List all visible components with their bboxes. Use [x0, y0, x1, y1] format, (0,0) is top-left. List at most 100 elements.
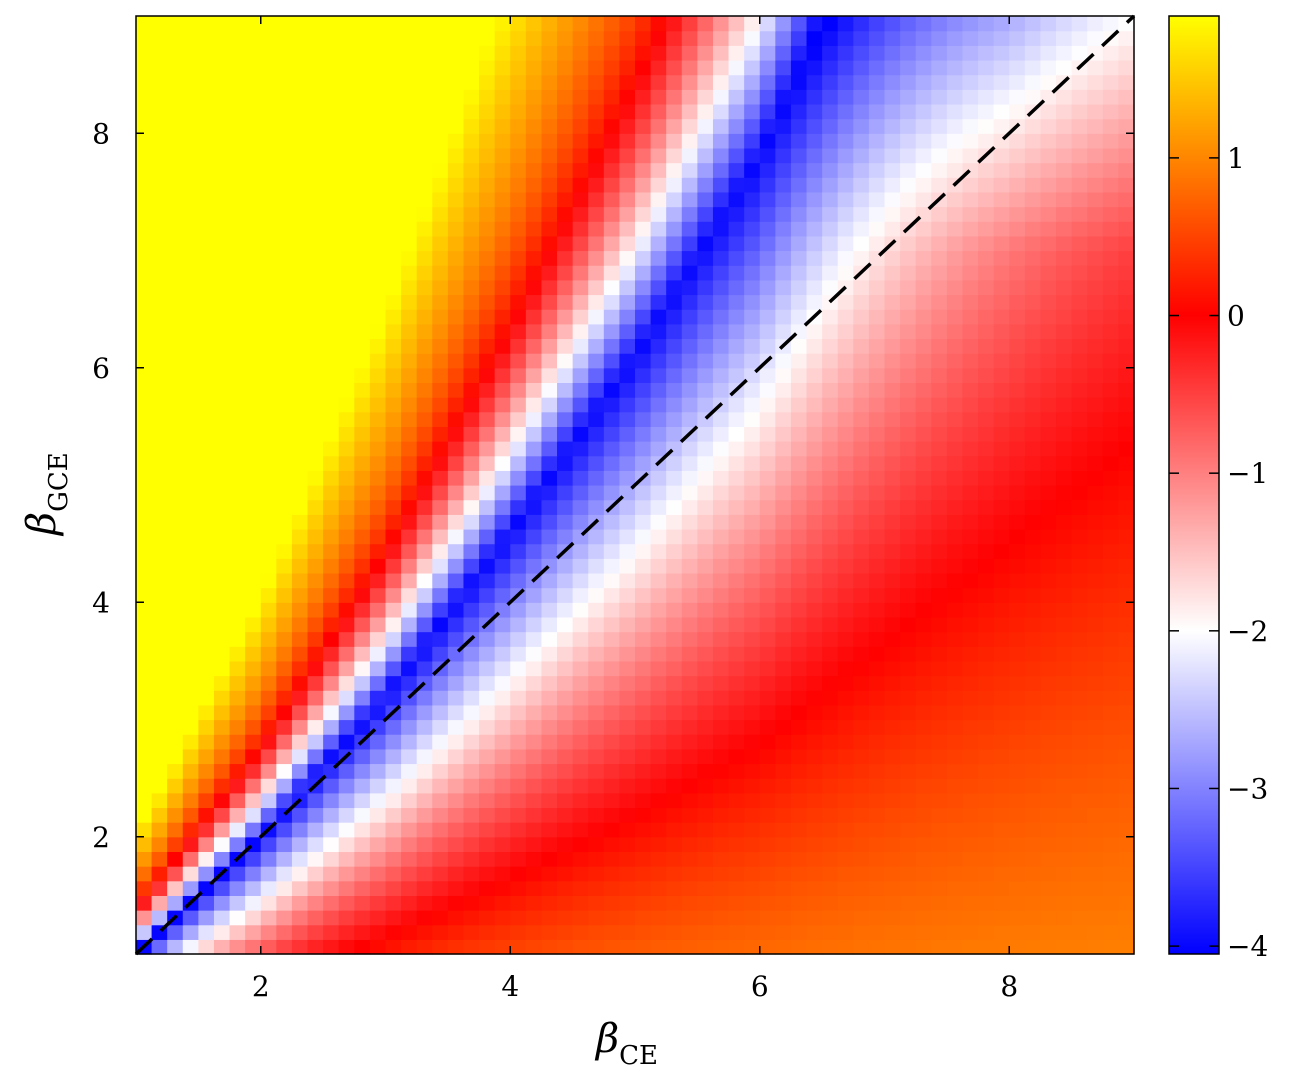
heatmap-cell	[525, 660, 543, 677]
heatmap-cell	[479, 30, 496, 46]
heatmap-cell	[182, 147, 199, 164]
heatmap-cell	[1102, 792, 1119, 809]
heatmap-cell	[1118, 895, 1135, 911]
heatmap-cell	[603, 382, 620, 398]
heatmap-cell	[588, 851, 605, 867]
heatmap-cell	[744, 177, 761, 193]
heatmap-cell	[182, 836, 199, 853]
heatmap-cell	[1009, 514, 1026, 530]
heatmap-cell	[884, 59, 901, 76]
heatmap-cell	[603, 763, 620, 779]
heatmap-cell	[1118, 411, 1135, 427]
heatmap-cell	[697, 485, 714, 501]
heatmap-cell	[697, 690, 714, 706]
heatmap-cell	[447, 74, 465, 90]
heatmap-cell	[853, 162, 870, 178]
heatmap-cell	[198, 587, 215, 603]
heatmap-cell	[915, 690, 932, 706]
heatmap-cell	[1118, 704, 1135, 721]
heatmap-cell	[260, 470, 277, 486]
heatmap-cell	[260, 807, 277, 823]
heatmap-cell	[635, 558, 652, 574]
heatmap-cell	[447, 397, 465, 413]
heatmap-cell	[557, 616, 574, 633]
heatmap-cell	[931, 587, 948, 603]
heatmap-cell	[712, 558, 730, 574]
heatmap-cell	[1118, 59, 1135, 76]
heatmap-cell	[416, 338, 433, 354]
heatmap-cell	[338, 265, 355, 281]
heatmap-cell	[853, 59, 870, 76]
heatmap-cell	[1040, 426, 1057, 442]
heatmap-cell	[385, 675, 402, 691]
heatmap-cell	[946, 45, 964, 61]
heatmap-cell	[666, 426, 683, 442]
heatmap-cell	[946, 880, 964, 896]
heatmap-cell	[900, 836, 917, 853]
heatmap-cell	[245, 265, 262, 281]
heatmap-cell	[447, 147, 465, 164]
heatmap-cell	[915, 235, 932, 252]
heatmap-cell	[681, 792, 698, 809]
heatmap-cell	[198, 323, 215, 340]
heatmap-cell	[198, 485, 215, 501]
heatmap-cell	[728, 528, 745, 545]
heatmap-cell	[650, 836, 667, 853]
heatmap-cell	[666, 895, 683, 911]
heatmap-cell	[806, 631, 823, 647]
heatmap-cell	[603, 939, 620, 955]
heatmap-cell	[369, 397, 387, 413]
heatmap-cell	[744, 382, 761, 398]
heatmap-cell	[697, 587, 714, 603]
heatmap-cell	[712, 485, 730, 501]
heatmap-cell	[759, 499, 776, 515]
heatmap-cell	[1056, 191, 1073, 208]
heatmap-cell	[291, 734, 309, 750]
heatmap-cell	[385, 16, 402, 32]
heatmap-cell	[1056, 338, 1073, 354]
heatmap-cell	[603, 587, 620, 603]
heatmap-cell	[962, 411, 979, 427]
heatmap-cell	[744, 45, 761, 61]
heatmap-cell	[931, 147, 948, 164]
heatmap-cell	[151, 353, 168, 369]
heatmap-cell	[354, 719, 371, 735]
heatmap-cell	[697, 397, 714, 413]
heatmap-cell	[868, 367, 886, 384]
heatmap-cell	[962, 572, 979, 589]
heatmap-cell	[463, 338, 480, 354]
heatmap-cell	[198, 470, 215, 486]
heatmap-cell	[1056, 265, 1073, 281]
heatmap-cell	[837, 221, 854, 237]
heatmap-cell	[323, 631, 340, 647]
heatmap-cell	[697, 59, 714, 76]
heatmap-cell	[276, 499, 293, 515]
heatmap-cell	[978, 382, 995, 398]
heatmap-cell	[1009, 792, 1026, 809]
heatmap-cell	[229, 616, 246, 633]
heatmap-cell	[868, 206, 886, 222]
heatmap-cell	[479, 16, 496, 32]
heatmap-cell	[245, 748, 262, 765]
heatmap-cell	[182, 367, 199, 384]
heatmap-cell	[136, 528, 153, 545]
heatmap-cell	[494, 836, 511, 853]
heatmap-cell	[946, 353, 964, 369]
heatmap-cell	[650, 660, 667, 677]
heatmap-cell	[635, 74, 652, 90]
heatmap-cell	[1056, 367, 1073, 384]
heatmap-cell	[151, 235, 168, 252]
heatmap-cell	[557, 441, 574, 457]
heatmap-cell	[291, 16, 309, 32]
heatmap-cell	[728, 74, 745, 90]
heatmap-cell	[915, 880, 932, 896]
heatmap-cell	[432, 221, 449, 237]
heatmap-cell	[806, 528, 823, 545]
heatmap-cell	[385, 455, 402, 471]
heatmap-cell	[837, 836, 854, 853]
heatmap-cell	[744, 74, 761, 90]
heatmap-cell	[603, 147, 620, 164]
heatmap-cell	[229, 499, 246, 515]
heatmap-cell	[619, 162, 636, 178]
heatmap-cell	[900, 734, 917, 750]
